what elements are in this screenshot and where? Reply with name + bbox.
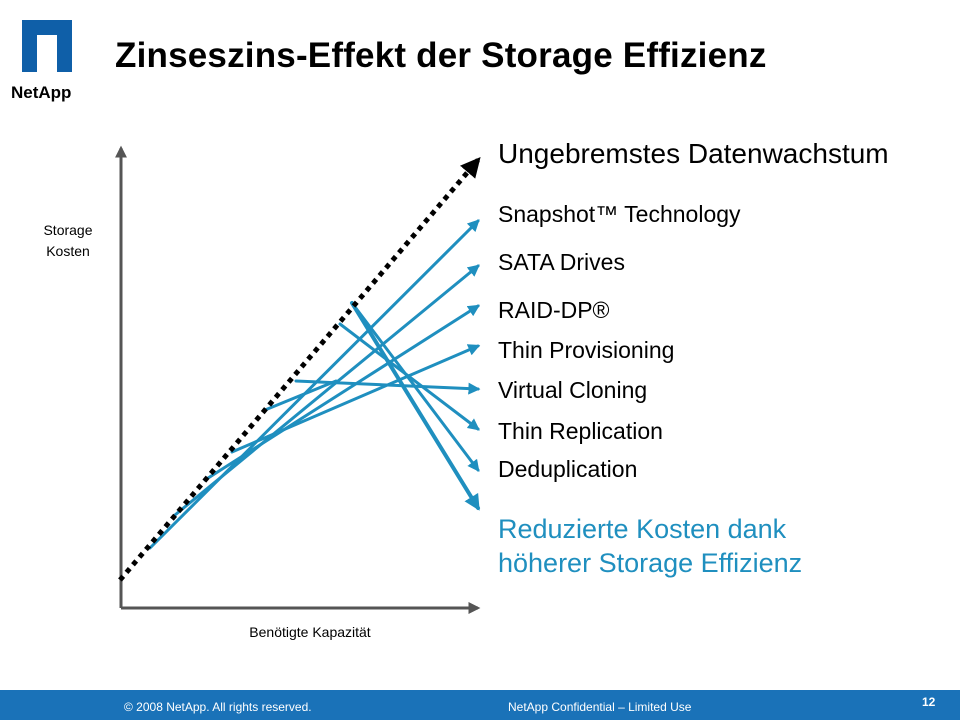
x-axis-label: Benötigte Kapazität xyxy=(249,624,371,640)
arrow-reduced-costs xyxy=(350,301,480,511)
arrow-virtual-cloning xyxy=(294,379,481,395)
y-axis-label-line1: Storage xyxy=(43,222,93,238)
result-line1: Reduzierte Kosten dank xyxy=(498,514,787,544)
arrow-snapshot xyxy=(148,219,480,550)
label-thin-provisioning: Thin Provisioning xyxy=(498,337,675,363)
arrow-raid-dp xyxy=(203,304,481,482)
arrow-deduplication xyxy=(350,301,480,472)
label-deduplication: Deduplication xyxy=(498,456,638,482)
netapp-logo-text: NetApp xyxy=(11,83,71,102)
footer-confidential: NetApp Confidential – Limited Use xyxy=(508,700,692,714)
label-uncontrolled-growth: Ungebremstes Datenwachstum xyxy=(498,138,889,169)
label-snapshot: Snapshot™ Technology xyxy=(498,201,741,227)
arrow-virtual-cloning-a xyxy=(263,379,338,412)
page-number: 12 xyxy=(922,695,936,709)
y-axis-label: Storage Kosten xyxy=(28,220,108,262)
arrow-sata xyxy=(173,264,480,517)
result-text: Reduzierte Kosten dank höherer Storage E… xyxy=(498,512,802,580)
footer-bar: © 2008 NetApp. All rights reserved. NetA… xyxy=(0,690,960,720)
y-axis-label-line2: Kosten xyxy=(46,243,90,259)
page-title: Zinseszins-Effekt der Storage Effizienz xyxy=(115,36,767,75)
label-thin-replication: Thin Replication xyxy=(498,418,663,444)
footer-copyright: © 2008 NetApp. All rights reserved. xyxy=(124,700,312,714)
uncontrolled-growth-arrow xyxy=(118,156,481,582)
label-sata-drives: SATA Drives xyxy=(498,249,625,275)
label-virtual-cloning: Virtual Cloning xyxy=(498,377,648,403)
arrow-thin-provisioning xyxy=(230,344,481,454)
netapp-logo-mark xyxy=(22,20,72,72)
result-line2: höherer Storage Effizienz xyxy=(498,548,803,578)
netapp-logo: NetApp xyxy=(11,20,72,102)
label-raid-dp: RAID-DP® xyxy=(498,297,610,323)
